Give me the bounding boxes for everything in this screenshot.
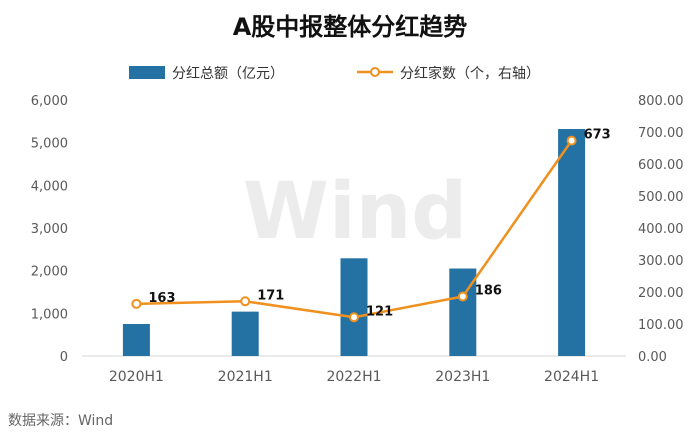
bar [340,258,368,356]
right-axis-tick-label: 600.00 [638,158,684,173]
right-axis-tick-label: 300.00 [638,254,684,269]
left-axis-tick-label: 2,000 [31,265,68,280]
legend-line-label: 分红家数（个，右轴） [400,65,540,82]
bar [558,129,586,356]
left-axis-tick-label: 0 [60,350,68,365]
legend-bar-label: 分红总额（亿元） [172,66,284,82]
line-data-label: 171 [257,288,284,303]
line-point [240,296,251,307]
x-axis-tick-label: 2023H1 [435,369,490,385]
legend-line-marker [370,67,380,77]
line-data-label: 186 [475,283,502,298]
x-axis-tick-label: 2022H1 [326,369,381,385]
left-axis-tick-label: 4,000 [31,179,68,194]
x-axis: 2020H1 2021H1 2022H1 2023H1 2024H1 [109,369,599,385]
chart-title: A股中报整体分红趋势 [233,13,468,41]
line-point [566,135,577,146]
left-axis: 0 1,000 2,000 3,000 4,000 5,000 6,000 [31,94,68,365]
x-axis-tick-label: 2020H1 [109,369,164,385]
bar [231,311,259,356]
line-data-label: 121 [366,304,393,319]
line-data-label: 163 [148,291,175,306]
x-axis-tick-label: 2024H1 [544,369,599,385]
watermark: Wind [243,167,467,257]
left-axis-tick-label: 6,000 [31,94,68,109]
left-axis-tick-label: 5,000 [31,137,68,152]
right-axis-tick-label: 500.00 [638,190,684,205]
line-data-label: 673 [584,128,611,143]
line-point [457,291,468,302]
bar [122,324,150,356]
legend-bar-swatch [129,66,165,79]
right-axis-tick-label: 800.00 [638,94,684,109]
right-axis-tick-label: 100.00 [638,318,684,333]
left-axis-tick-label: 3,000 [31,222,68,237]
bar-series [122,129,586,356]
right-axis: 0.00 100.00 200.00 300.00 400.00 500.00 600.00… [638,94,684,365]
right-axis-tick-label: 200.00 [638,286,684,301]
line-series: 163 171 121 186 673 [131,128,611,323]
source-note: 数据来源：Wind [8,413,113,429]
left-axis-tick-label: 1,000 [31,307,68,322]
line-point [131,298,142,309]
right-axis-tick-label: 400.00 [638,222,684,237]
legend: 分红总额（亿元） 分红家数（个，右轴） [129,65,540,82]
right-axis-tick-label: 0.00 [638,350,667,365]
right-axis-tick-label: 700.00 [638,126,684,141]
line-point [349,312,359,323]
x-axis-tick-label: 2021H1 [218,369,273,385]
